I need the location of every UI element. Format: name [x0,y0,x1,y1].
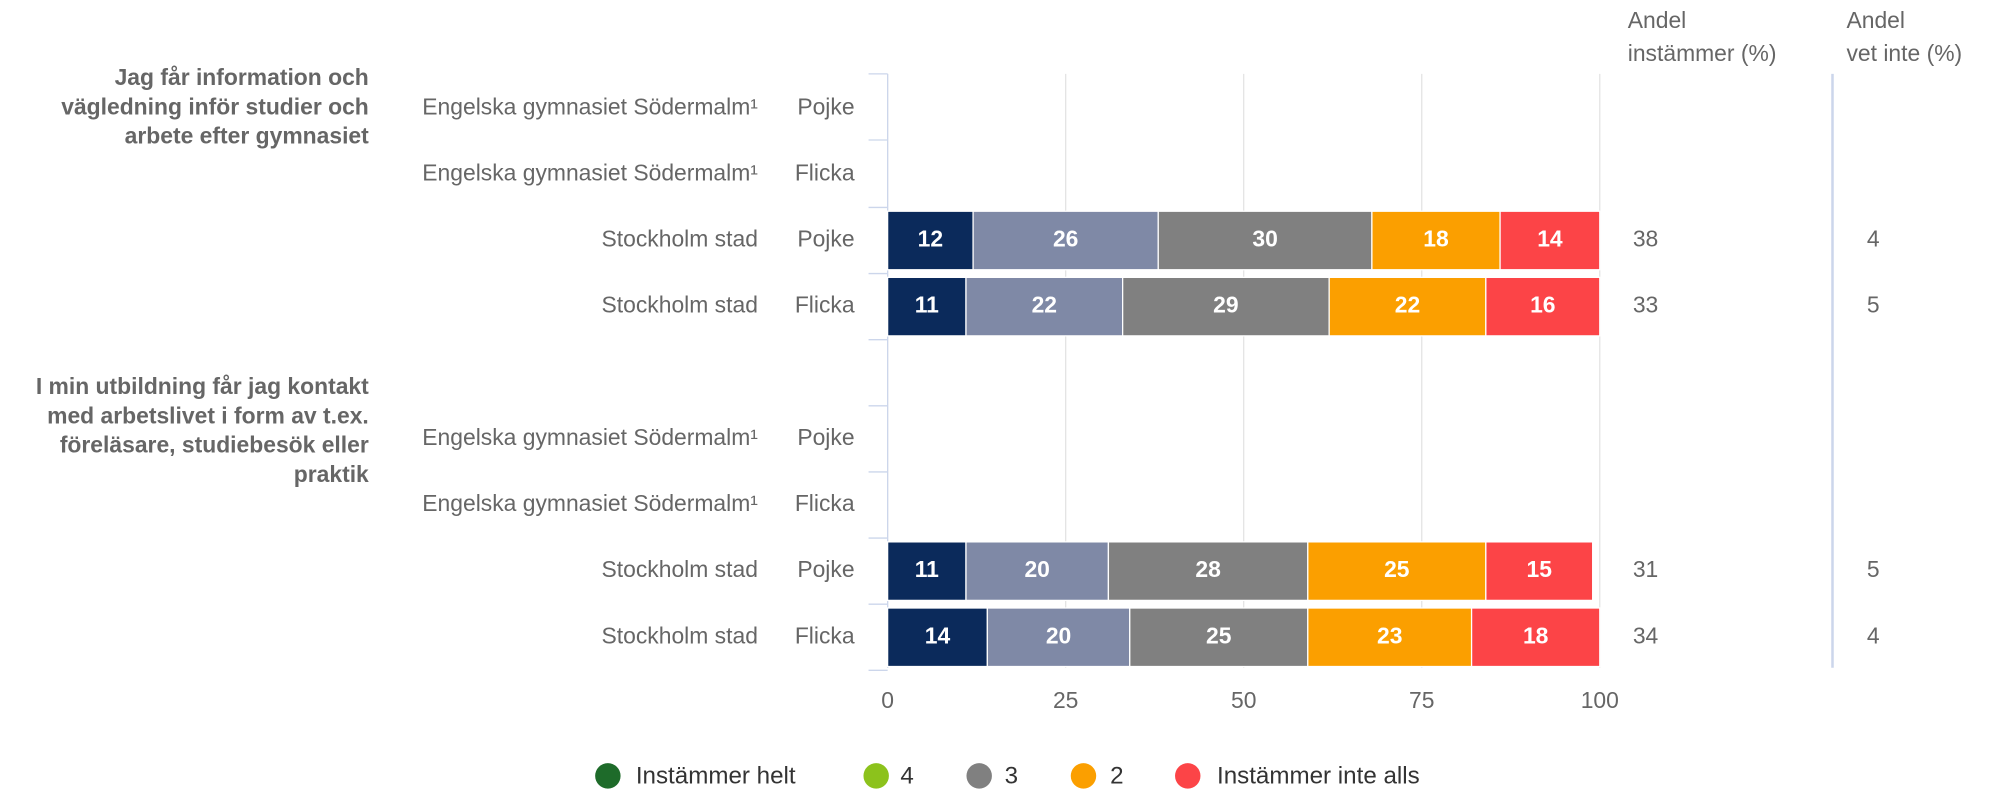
value-label: 18 [1423,226,1449,252]
row-gender: Pojke [797,424,854,450]
value-label: 12 [918,226,943,252]
column-header: Andel [1628,7,1687,33]
row-gender: Pojke [797,93,854,119]
column-value: 4 [1867,622,1880,648]
legend-marker [966,763,992,789]
bar-segment [1485,541,1594,602]
group-label: Jag får information och [115,64,369,90]
row-gender: Flicka [795,292,855,318]
column-header: vet inte (%) [1846,40,1962,66]
legend-marker [595,763,621,789]
bar-segment [886,541,967,602]
row-gender: Flicka [795,490,855,516]
value-label: 28 [1195,556,1221,582]
legend-label: Instämmer helt [636,763,796,790]
value-label: 25 [1206,622,1232,648]
group-label: föreläsare, studiebesök eller [60,432,369,458]
row-gender: Pojke [797,556,854,582]
value-label: 22 [1395,292,1420,318]
legend-marker [1070,763,1097,789]
value-label: 29 [1213,292,1238,318]
value-label: 18 [1523,622,1549,648]
column-value: 31 [1633,556,1658,582]
value-label: 16 [1530,292,1555,318]
value-label: 11 [915,556,939,582]
column-value: 33 [1633,292,1658,318]
bar-segment [886,607,988,668]
legend-marker [1175,763,1201,789]
bar-segment [972,210,1159,271]
row-gender: Pojke [797,226,854,252]
column-value: 5 [1867,556,1880,582]
bar-segment [886,210,974,271]
row-gender: Flicka [795,622,855,648]
x-tick-label: 75 [1409,687,1434,713]
value-label: 26 [1053,226,1078,252]
group-label: arbete efter gymnasiet [125,123,369,149]
value-label: 14 [925,622,951,648]
group-label: med arbetslivet i form av t.ex. [47,402,369,428]
column-value: 38 [1633,226,1658,252]
row-label: Stockholm stad [602,556,758,582]
row-label: Engelska gymnasiet Södermalm¹ [422,424,758,450]
bar-segment [1307,607,1473,668]
value-label: 20 [1046,622,1071,648]
row-gender: Flicka [795,159,855,185]
bar-segment [1328,276,1487,337]
row-label: Engelska gymnasiet Södermalm¹ [422,93,758,119]
group-label: I min utbildning får jag kontakt [36,373,369,399]
x-tick-label: 25 [1053,687,1078,713]
group-label: praktik [294,461,369,487]
bar-segment [1129,607,1309,668]
column-header: instämmer (%) [1628,40,1777,66]
legend-marker [863,763,889,789]
legend-label: Instämmer inte alls [1217,763,1420,790]
column-header: Andel [1846,7,1905,33]
x-tick-label: 0 [881,687,894,713]
bar-segment [1122,276,1330,337]
x-tick-label: 50 [1231,687,1256,713]
row-label: Stockholm stad [602,226,758,252]
value-label: 30 [1252,226,1277,252]
bar-segment [886,276,967,337]
value-label: 15 [1527,556,1553,582]
row-label: Stockholm stad [602,622,758,648]
value-label: 23 [1377,622,1402,648]
legend-label: 3 [1005,763,1018,790]
row-label: Engelska gymnasiet Södermalm¹ [422,159,758,185]
bar-segment [1470,607,1601,668]
row-label: Engelska gymnasiet Södermalm¹ [422,490,758,516]
bar-segment [1499,210,1601,271]
bar-segment [1157,210,1373,271]
bar-segment [986,607,1131,668]
value-label: 22 [1032,292,1057,318]
legend-label: 2 [1110,763,1123,790]
bar-segment [1485,276,1601,337]
group-label: vägledning inför studier och [61,93,369,119]
bar-segment [965,276,1124,337]
row-label: Stockholm stad [602,292,758,318]
value-label: 25 [1384,556,1410,582]
value-label: 11 [915,292,939,318]
value-label: 20 [1024,556,1049,582]
value-label: 14 [1537,226,1563,252]
column-value: 4 [1867,226,1880,252]
x-tick-label: 100 [1581,687,1619,713]
column-value: 5 [1867,292,1880,318]
column-value: 34 [1633,622,1659,648]
legend-label: 4 [900,763,913,790]
